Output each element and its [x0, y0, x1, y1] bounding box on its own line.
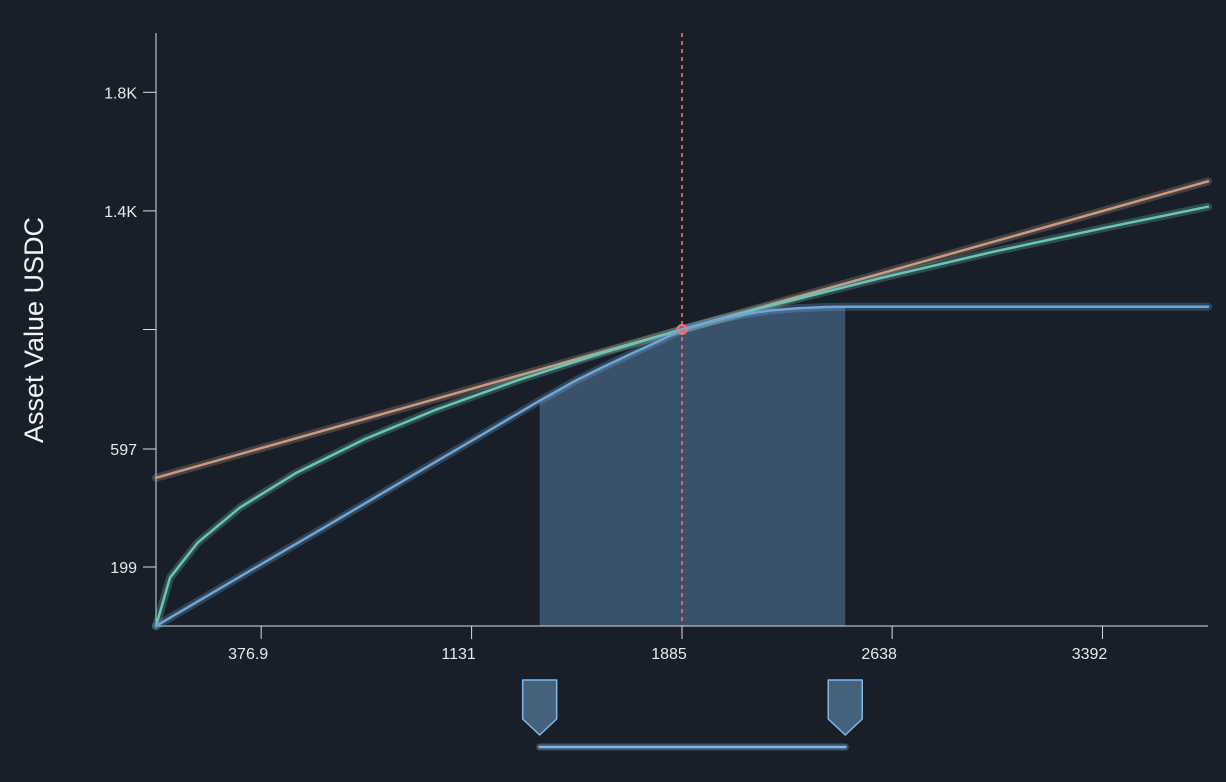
x-tick-label: 3392	[1072, 646, 1108, 663]
series-1-line	[154, 205, 1210, 628]
series-2-line	[154, 305, 1210, 628]
y-tick-label: 199	[110, 560, 137, 577]
series-layer	[152, 177, 1212, 630]
range-handles[interactable]	[521, 679, 863, 751]
range-upper-handle[interactable]	[827, 679, 863, 736]
label-layer: 376.9 1131 1885 2638 3392 199 597 1.4K 1.8K	[104, 85, 1107, 663]
price-range-area	[539, 306, 846, 626]
current-price-point	[676, 324, 688, 335]
range-layer	[539, 306, 846, 626]
x-tick-label: 376.9	[228, 646, 268, 663]
y-tick-label: 1.8K	[104, 85, 137, 102]
range-lower-handle[interactable]	[521, 679, 558, 736]
y-axis-title: Asset Value USDC	[19, 217, 49, 443]
x-tick-label: 1885	[651, 646, 687, 663]
marker-layer	[676, 33, 688, 626]
y-tick-label: 597	[110, 442, 137, 459]
x-tick-label: 2638	[861, 646, 897, 663]
x-tick-label: 1131	[441, 646, 476, 663]
y-tick-label: 1.4K	[104, 204, 137, 221]
